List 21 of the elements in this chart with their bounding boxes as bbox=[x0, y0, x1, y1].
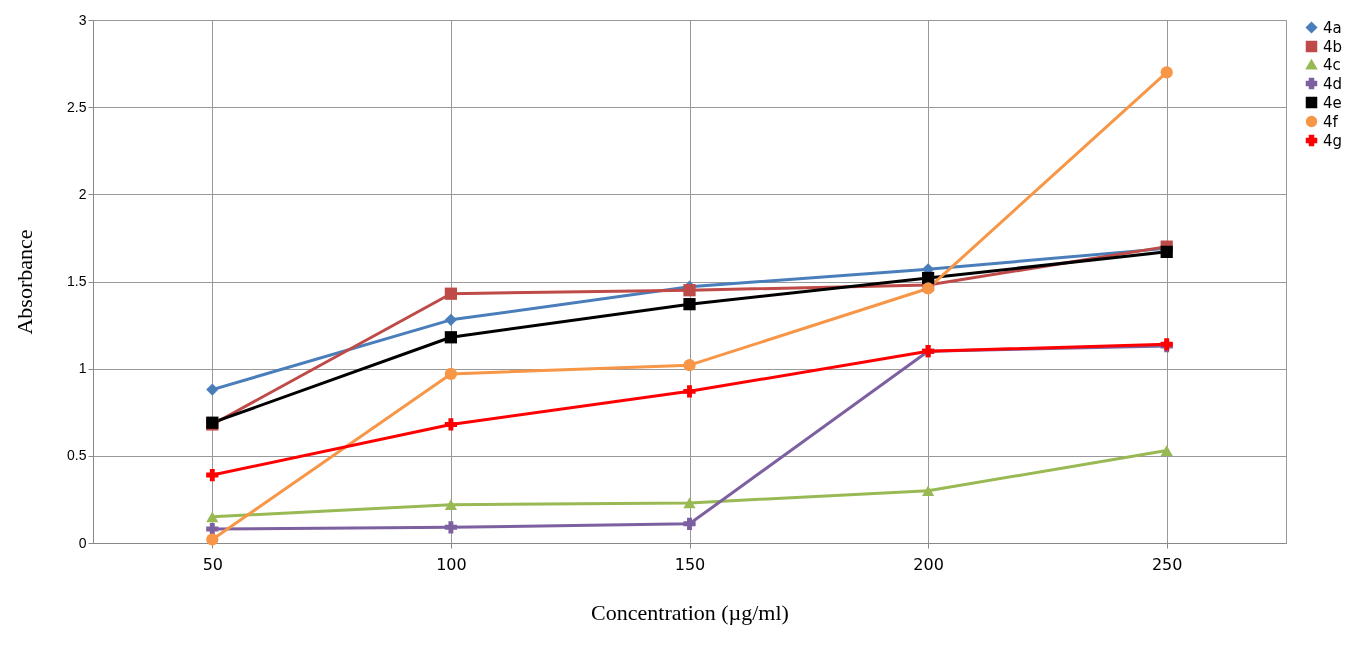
legend-label: 4f bbox=[1323, 112, 1339, 131]
y-tick-label: 0 bbox=[78, 534, 87, 551]
y-tick-label: 1.5 bbox=[67, 273, 87, 289]
legend-label: 4g bbox=[1323, 131, 1343, 150]
x-tick-label: 200 bbox=[913, 554, 944, 574]
x-tick-label: 100 bbox=[436, 554, 467, 574]
legend-label: 4e bbox=[1323, 93, 1342, 112]
y-tick-label: 2 bbox=[78, 185, 87, 202]
legend-label: 4d bbox=[1323, 74, 1343, 93]
legend-label: 4a bbox=[1323, 18, 1342, 37]
y-tick-label: 2.5 bbox=[67, 98, 87, 115]
legend-label: 4b bbox=[1323, 37, 1343, 56]
x-axis-title: Concentration (µg/ml) bbox=[591, 599, 789, 625]
y-tick-label: 0.5 bbox=[67, 447, 87, 464]
y-tick-label: 1 bbox=[78, 360, 87, 377]
legend-label: 4c bbox=[1323, 55, 1341, 74]
x-tick-label: 150 bbox=[674, 554, 706, 574]
x-tick-label: 250 bbox=[1151, 554, 1183, 574]
y-axis-title: Absorbance bbox=[12, 229, 38, 335]
x-tick-label: 50 bbox=[202, 554, 223, 574]
y-tick-label: 3 bbox=[78, 11, 87, 28]
